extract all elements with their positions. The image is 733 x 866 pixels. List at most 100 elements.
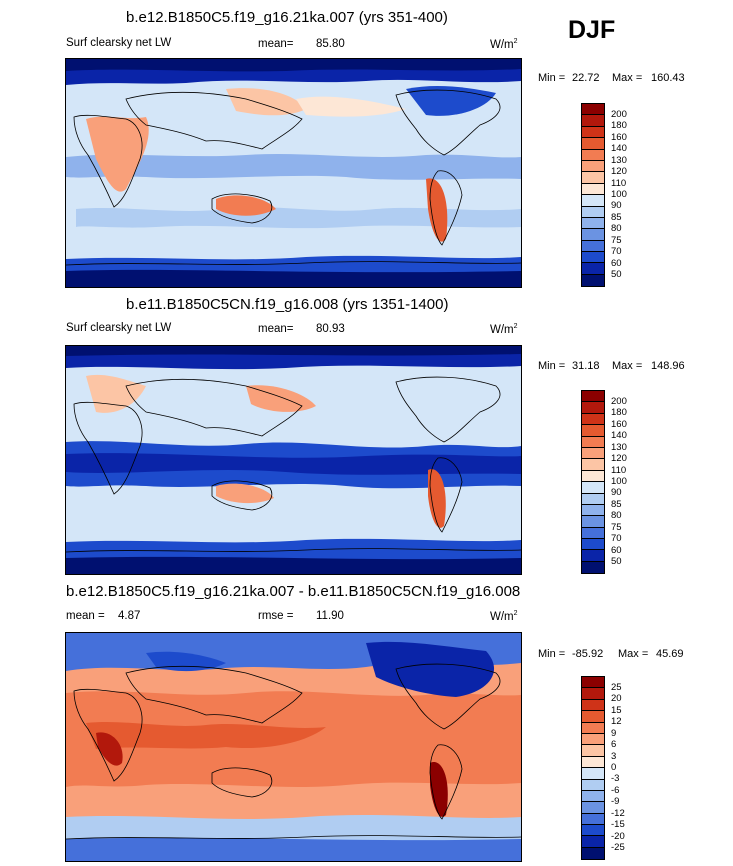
panel1-cbar-label: 160 [611,132,627,143]
panel2-cbar-box [582,504,604,517]
panel1-npac-warm [296,96,406,117]
panel1-cbar-label: 60 [611,258,622,269]
panel2-eurasia-coast [125,378,303,437]
panel2-antarctic-core [66,556,521,574]
panel1-min-label: Min = [538,72,566,84]
panel3-indian-hot [86,722,326,749]
panel1-namerica-coast [395,89,501,156]
panel3-cbar-box [582,711,604,723]
panel1-cbar-label: 200 [611,109,627,120]
panel3-europe-cold [146,651,226,672]
panel3-cbar-label: -20 [611,831,625,842]
panel1-cbar-label: 180 [611,120,627,131]
panel3-map-svg [66,633,521,861]
panel2-cbar-box [582,425,604,437]
panel1-cbar-label: 80 [611,223,622,234]
panel3-cbar-label: -9 [611,796,620,807]
panel3-cbar-box [582,733,604,746]
panel1-cbar-box [582,126,604,139]
panel1-samerica-coast [429,170,463,246]
panel3-max-label: Max = [618,648,649,660]
panel1-cbar-label: 85 [611,212,622,223]
panel2-cbar-label: 110 [611,465,627,476]
panel2-min-label: Min = [538,360,566,372]
season-label: DJF [568,16,616,44]
panel3-min-value: -85.92 [572,648,604,660]
panel2-title: b.e11.B1850C5CN.f19_g16.008 (yrs 1351-14… [126,296,449,313]
panel1-map [65,58,522,288]
panel3-samerica-coast [429,744,463,820]
panel3-min-label: Min = [538,648,566,660]
panel2-cbar-label: 90 [611,487,622,498]
panel1-cbar-label: 100 [611,189,627,200]
panel2-cbar-label: 75 [611,522,622,533]
panel2-cbar-label: 85 [611,499,622,510]
panel1-africa-coast [73,114,143,208]
panel3-cbar-box [582,813,604,826]
panel3-cbar-box [582,825,604,837]
panel2-cbar-label: 130 [611,442,627,453]
panel3-cbar-label: 20 [611,693,622,704]
panel1-antarctic-core [66,269,521,287]
panel2-cbar-box [582,436,604,448]
panel1-cbar-box [582,274,604,287]
panel1-africa-warm [86,116,149,192]
panel3-units: W/m2 [490,610,518,623]
panel1-max-label: Max = [612,72,643,84]
panel3-mean-label: mean = [66,610,105,622]
panel3-cbar-box [582,756,604,769]
panel2-cbar-label: 100 [611,476,627,487]
panel1-cbar-box [582,240,604,253]
panel1-cbar-box [582,160,604,173]
panel3-mean-value: 4.87 [118,610,141,622]
panel1-australia-coast [211,193,273,224]
panel1-cbar-label: 120 [611,166,627,177]
panel3-antarctica-coast [66,835,521,840]
panel2-cbar-box [582,516,604,528]
panel2-cbar-label: 50 [611,556,622,567]
panel3-cbar-label: 15 [611,705,622,716]
panel3-rmse-value: 11.90 [316,610,344,622]
panel2-cbar-box [582,561,604,574]
panel2-max-label: Max = [612,360,643,372]
panel1-arctic-core [66,59,521,72]
panel2-samerica-warm [428,469,446,528]
panel3-cbar-label: -15 [611,819,625,830]
panel3-cbar-box [582,677,604,689]
panel3-cbar-label: 6 [611,739,617,750]
panel2-cbar-box [582,447,604,460]
panel1-cbar-label: 70 [611,246,622,257]
panel1-cbar-box [582,252,604,264]
panel2-antarctica-coast [66,548,521,553]
panel3-cbar-box [582,745,604,757]
panel3-eurasia-coast [125,665,303,724]
panel1-mean-value: 85.80 [316,38,345,50]
panel3-cbar-box [582,836,604,848]
panel1-tropical-band [66,154,521,180]
panel1-cbar-box [582,172,604,184]
panel1-asia-warm [226,88,306,116]
panel1-coastlines [66,89,521,266]
panel2-africa-coast [73,401,143,495]
panel2-cbar-label: 70 [611,533,622,544]
panel2-cbar-box [582,550,604,562]
panel1-cbar-box [582,104,604,116]
panel2-cbar-box [582,493,604,505]
panel2-cbar-box [582,482,604,494]
panel3-cbar-label: 9 [611,728,617,739]
panel2-min-value: 31.18 [572,360,600,372]
panel3-cbar-box [582,768,604,780]
panel1-cbar-box [582,263,604,275]
panel2-cbar-label: 80 [611,510,622,521]
panel1-cbar-box [582,229,604,241]
panel3-cbar-label: -3 [611,773,620,784]
panel1-colorbar [581,103,605,288]
panel2-max-value: 148.96 [651,360,685,372]
panel1-cbar-label: 110 [611,178,627,189]
panel3-map [65,632,522,862]
panel2-cbar-box [582,402,604,414]
panel1-units: W/m2 [490,38,518,51]
panel1-cbar-box [582,138,604,150]
panel2-map-svg [66,346,521,574]
panel2-cbar-label: 160 [611,419,627,430]
